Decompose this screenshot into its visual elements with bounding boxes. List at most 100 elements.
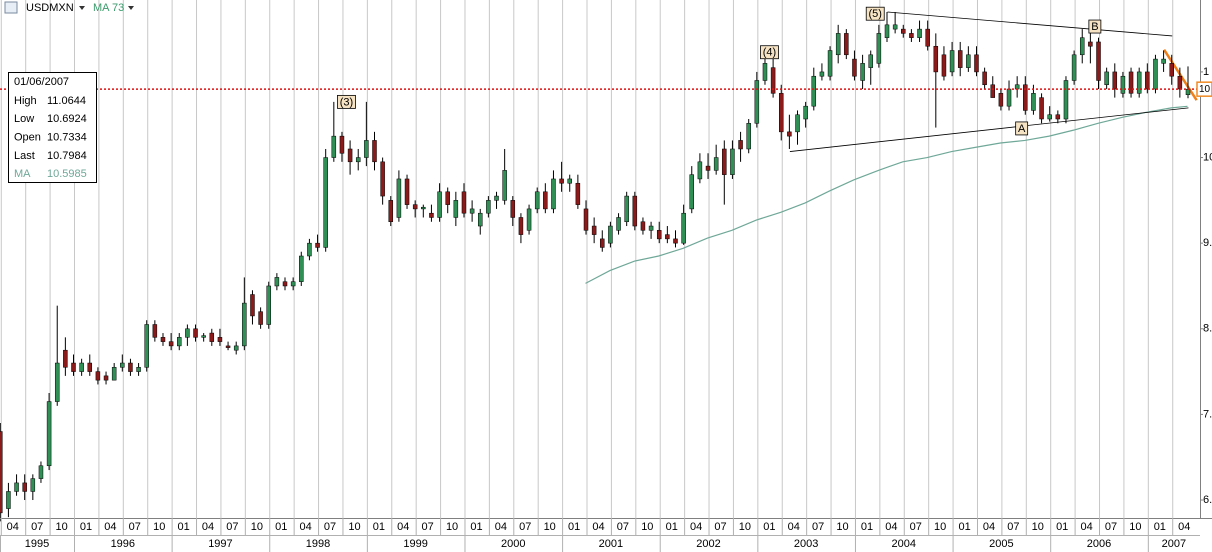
candle-body [437, 191, 442, 218]
x-tick-label: 10 [836, 521, 848, 533]
candle-body [648, 225, 654, 231]
x-tick-label: 04 [202, 521, 214, 533]
candle-body [217, 337, 223, 342]
symbol: USDMXN [26, 2, 74, 14]
candle-body [22, 482, 27, 492]
x-tick-label: 07 [519, 521, 531, 533]
candle-body [835, 33, 841, 56]
candle-body [144, 324, 149, 368]
dropdown-arrow[interactable] [79, 6, 85, 10]
wave-label-box [1088, 19, 1102, 34]
candle-body [746, 123, 751, 150]
info-label: Open [14, 132, 41, 144]
dropdown-arrow[interactable] [128, 6, 134, 10]
x-tick-label: 01 [275, 521, 287, 533]
last-price-tag [1196, 81, 1212, 97]
candle-body [193, 328, 198, 338]
info-value: 10.6924 [47, 113, 87, 125]
candle-body [1079, 37, 1085, 56]
year-label: 2001 [599, 538, 623, 550]
x-tick-label: 04 [7, 521, 19, 533]
x-tick-label: 07 [1007, 521, 1019, 533]
candle-body [1128, 71, 1134, 94]
candle-body [974, 54, 979, 73]
x-tick-label: 04 [1080, 521, 1092, 533]
year-label: 2006 [1087, 538, 1111, 550]
candle-body [299, 255, 304, 282]
candle-body [355, 157, 361, 163]
candle-body [827, 50, 833, 77]
x-tick-label: 04 [104, 521, 116, 533]
candle-body [128, 362, 133, 372]
candle-body [242, 302, 247, 347]
candle-body [347, 148, 353, 163]
candle-body [1104, 71, 1109, 86]
candle-body [1088, 41, 1093, 47]
candle-body [778, 93, 784, 133]
year-label: 2002 [696, 538, 720, 550]
candle-body [412, 204, 418, 210]
candle-body [591, 225, 597, 235]
trendline [887, 11, 1173, 37]
y-tick-label: 1 [1203, 66, 1209, 78]
candle-body [266, 285, 271, 325]
candle-body [534, 191, 540, 210]
info-label: Low [14, 113, 34, 125]
x-tick-label: 04 [592, 521, 604, 533]
info-box: 01/06/2007 High 11.0644 Low 10.6924 Open 10.7… [8, 72, 97, 183]
candle-body [1096, 41, 1101, 81]
indicator-name: MA 73 [93, 2, 124, 14]
candle-body [290, 281, 296, 287]
candle-body [331, 135, 337, 158]
candle-body [852, 58, 857, 77]
candle-body [632, 195, 638, 227]
candle-body [95, 371, 101, 381]
candle-body [722, 148, 727, 175]
candle-body [372, 140, 377, 163]
candle-body [705, 165, 711, 171]
y-tick-label: 6. [1203, 494, 1212, 506]
candle-body [811, 75, 817, 107]
candle-body [388, 200, 394, 223]
candle-body [282, 281, 288, 287]
candle-body [168, 341, 174, 347]
candle-body [160, 337, 166, 342]
candle-body [526, 208, 532, 231]
candle-body [469, 208, 475, 214]
candle-body [583, 208, 589, 231]
x-tick-label: 10 [739, 521, 751, 533]
candle-body [502, 170, 507, 201]
candle-body [600, 238, 605, 248]
candle-body [1169, 63, 1174, 77]
x-tick-label: 01 [80, 521, 92, 533]
candle-body [1063, 80, 1069, 120]
candle-body [445, 191, 450, 205]
candle-body [46, 401, 52, 467]
year-label: 1997 [208, 538, 232, 550]
candle-body [681, 212, 686, 244]
x-tick-label: 04 [397, 521, 409, 533]
candle-body [697, 161, 703, 180]
x-tick-label: 04 [983, 521, 995, 533]
x-tick-label: 01 [861, 521, 873, 533]
x-tick-label: 01 [373, 521, 385, 533]
candle-body [966, 54, 971, 68]
candle-body [79, 362, 84, 372]
candle-body [233, 345, 239, 351]
candle-body [770, 67, 776, 94]
x-tick-label: 10 [1129, 521, 1141, 533]
x-tick-label: 07 [324, 521, 336, 533]
wave-label-box [760, 45, 779, 60]
info-label: MA [14, 168, 31, 180]
candle-body [949, 50, 955, 73]
candle-body [640, 221, 646, 231]
candle-body [925, 28, 930, 47]
candle-body [63, 349, 68, 368]
candle-body [518, 217, 524, 235]
x-tick-label: 07 [714, 521, 726, 533]
candle-body [1145, 71, 1150, 90]
info-label: Last [14, 150, 35, 162]
